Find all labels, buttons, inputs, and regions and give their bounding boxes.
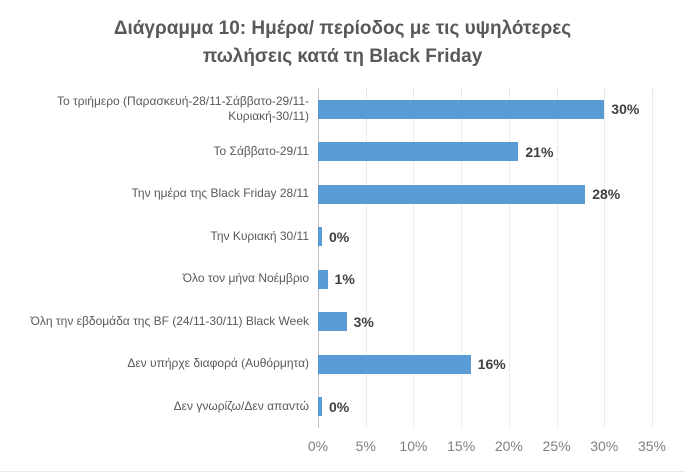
chart-row: Την ημέρα της Black Friday 28/11 28%	[0, 173, 685, 216]
category-label: Την Κυριακή 30/11	[210, 228, 309, 243]
bar-track: 16%	[318, 343, 685, 386]
bar-track: 28%	[318, 173, 685, 216]
x-tick-label: 25%	[542, 438, 571, 454]
gridline	[508, 88, 510, 428]
data-label: 3%	[353, 313, 374, 330]
data-label: 16%	[477, 356, 506, 373]
bar-track: 30%	[318, 88, 685, 131]
bar-track: 21%	[318, 131, 685, 174]
data-label: 0%	[329, 228, 350, 245]
gridlines	[318, 88, 653, 428]
data-label: 30%	[611, 101, 640, 118]
bar	[318, 312, 347, 332]
bar	[318, 142, 519, 162]
data-label: 28%	[592, 186, 621, 203]
bar-track: 0%	[318, 216, 685, 259]
category-label: Όλο τον μήνα Νοέμβριο	[182, 271, 309, 286]
category-label: Την ημέρα της Black Friday 28/11	[131, 186, 309, 201]
category-label: Δεν υπήρχε διαφορά (Αυθόρμητα)	[127, 356, 309, 371]
x-tick-label: 10%	[399, 438, 428, 454]
data-label: 1%	[334, 271, 355, 288]
gridline	[461, 88, 463, 428]
gridline	[604, 88, 606, 428]
bar	[318, 397, 322, 417]
bar	[318, 227, 322, 247]
chart-row: Την Κυριακή 30/11 0%	[0, 216, 685, 259]
gridline	[365, 88, 367, 428]
category-label: Δεν γνωρίζω/Δεν απαντώ	[173, 398, 309, 413]
category-label: Το Σάββατο-29/11	[213, 143, 310, 158]
category-label: Όλη την εβδομάδα της BF (24/11-30/11) Bl…	[30, 313, 309, 328]
x-tick-label: 15%	[447, 438, 476, 454]
chart-row: Δεν υπήρχε διαφορά (Αυθόρμητα) 16%	[0, 343, 685, 386]
bar	[318, 354, 471, 374]
chart-row: Όλο τον μήνα Νοέμβριο 1%	[0, 258, 685, 301]
chart-row: Το Σάββατο-29/11 21%	[0, 131, 685, 174]
bar-track: 1%	[318, 258, 685, 301]
chart-row: Όλη την εβδομάδα της BF (24/11-30/11) Bl…	[0, 301, 685, 344]
bar-track: 0%	[318, 386, 685, 429]
bar-track: 3%	[318, 301, 685, 344]
data-label: 21%	[525, 143, 554, 160]
data-label: 0%	[329, 398, 350, 415]
y-axis-line	[318, 88, 319, 428]
gridline	[413, 88, 415, 428]
category-label: Το τριήμερο (Παρασκευή-28/11-Σάββατο-29/…	[57, 93, 309, 124]
x-tick-label: 5%	[355, 438, 376, 454]
plot-area: Το τριήμερο (Παρασκευή-28/11-Σάββατο-29/…	[0, 88, 685, 428]
x-tick-label: 30%	[590, 438, 619, 454]
gridline	[652, 88, 653, 428]
x-axis: 0% 5% 10% 15% 20% 25% 30% 35%	[308, 428, 666, 462]
bar	[318, 184, 586, 204]
bar	[318, 269, 328, 289]
chart-row: Δεν γνωρίζω/Δεν απαντώ 0%	[0, 386, 685, 429]
chart-title: Διάγραμμα 10: Ημέρα/ περίοδος με τις υψη…	[0, 0, 685, 88]
chart-row: Το τριήμερο (Παρασκευή-28/11-Σάββατο-29/…	[0, 88, 685, 131]
x-tick-label: 20%	[494, 438, 523, 454]
chart-title-text: Διάγραμμα 10: Ημέρα/ περίοδος με τις υψη…	[113, 18, 572, 67]
bar	[318, 99, 605, 119]
x-tick-label: 35%	[637, 438, 667, 454]
x-tick-label: 0%	[307, 438, 329, 454]
gridline	[556, 88, 558, 428]
chart-rows: Το τριήμερο (Παρασκευή-28/11-Σάββατο-29/…	[0, 88, 685, 428]
